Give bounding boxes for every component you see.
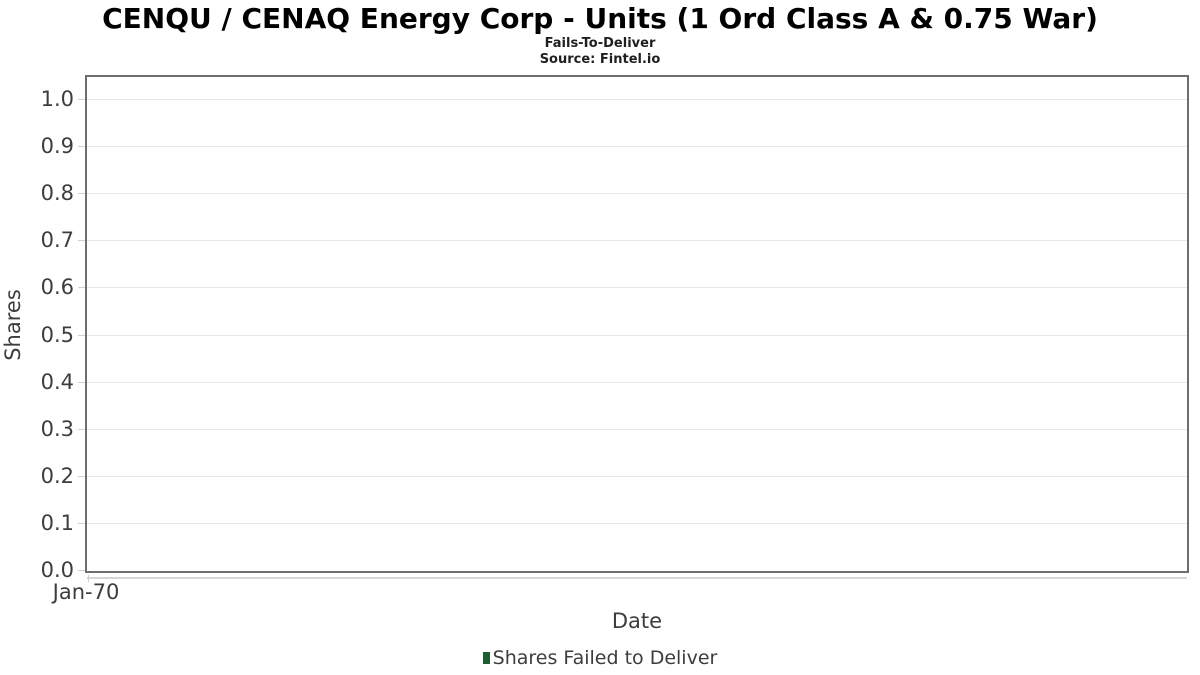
y-tick-mark — [78, 475, 85, 477]
gridline — [87, 381, 1187, 383]
gridline — [87, 475, 1187, 477]
x-tick-label: Jan-70 — [52, 580, 120, 604]
y-tick-label: 0.7 — [40, 228, 74, 253]
x-tick-mark — [88, 575, 89, 582]
y-tick-label: 0.5 — [40, 322, 74, 347]
x-axis-line — [87, 577, 1187, 579]
plot-area — [85, 75, 1189, 573]
y-tick-label: 0.9 — [40, 134, 74, 159]
legend: Shares Failed to Deliver — [0, 647, 1200, 669]
y-tick-mark — [78, 99, 85, 100]
gridline — [87, 287, 1187, 289]
gridline — [87, 522, 1187, 524]
gridline — [87, 334, 1187, 336]
gridline — [87, 99, 1187, 100]
y-tick-label: 0.1 — [40, 510, 74, 535]
y-tick-mark — [78, 146, 85, 148]
y-tick-mark — [78, 334, 85, 336]
y-tick-label: 0.8 — [40, 181, 74, 206]
legend-marker-icon — [482, 652, 490, 664]
y-tick-mark — [78, 240, 85, 242]
y-tick-mark — [78, 381, 85, 383]
y-tick-label: 0.0 — [40, 558, 74, 582]
gridline — [87, 146, 1187, 148]
gridline — [87, 428, 1187, 430]
y-tick-label: 1.0 — [40, 87, 74, 111]
y-tick-mark — [78, 287, 85, 289]
y-tick-mark — [78, 570, 85, 571]
y-tick-mark — [78, 428, 85, 430]
y-tick-mark — [78, 193, 85, 195]
legend-label: Shares Failed to Deliver — [492, 647, 718, 669]
y-tick-label: 0.2 — [40, 463, 74, 488]
gridline — [87, 240, 1187, 242]
chart-source: Source: Fintel.io — [539, 52, 661, 67]
y-tick-mark — [78, 522, 85, 524]
gridline — [87, 193, 1187, 195]
y-tick-label: 0.6 — [40, 275, 74, 300]
chart-subtitle: Fails-To-Deliver — [544, 36, 656, 51]
x-axis-title: Date — [611, 609, 663, 633]
chart-title: CENQU / CENAQ Energy Corp - Units (1 Ord… — [102, 2, 1098, 35]
y-tick-label: 0.3 — [40, 416, 74, 441]
y-axis-title: Shares — [1, 289, 25, 361]
y-tick-label: 0.4 — [40, 369, 74, 394]
